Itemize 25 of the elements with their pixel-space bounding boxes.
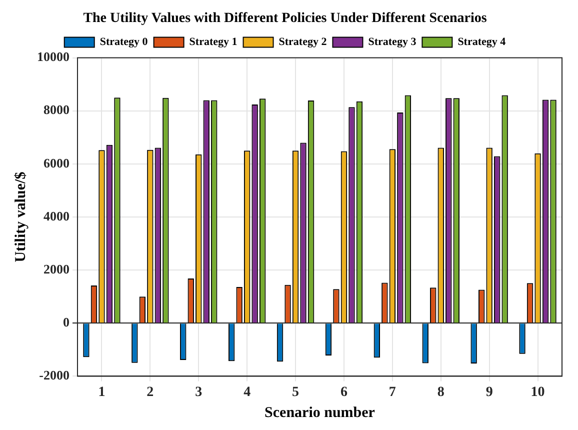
x-tick-label: 5 [292,385,300,400]
x-tick-label: 1 [98,385,106,400]
x-tick-label: 2 [146,385,154,400]
y-tick-label: 6000 [44,155,70,170]
legend-label: Strategy 2 [278,36,328,48]
x-tick-label: 3 [195,385,202,400]
legend-label: Strategy 3 [368,36,417,48]
x-tick-label: 4 [244,385,251,400]
y-tick-label: 4000 [44,208,70,224]
legend-label: Strategy 1 [189,36,238,48]
y-tick-label: 0 [63,314,70,330]
legend-label: Strategy 4 [458,36,506,48]
legend-label: Strategy 0 [100,36,148,48]
x-axis-title: Scenario number [264,404,376,421]
y-tick-label: 2000 [44,261,70,276]
x-tick-label: 8 [437,385,444,400]
x-tick-label: 9 [486,385,493,400]
chart-title: The Utility Values with Different Policies Under Different Scenarios [83,11,488,26]
x-tick-label: 6 [340,385,348,400]
y-tick-label: 8000 [44,102,70,118]
y-tick-label: -2000 [39,368,70,383]
y-tick-label: 10000 [37,49,70,64]
x-tick-label: 7 [388,385,396,400]
y-axis-title: Utility value/$ [12,171,29,262]
x-tick-label: 10 [530,385,545,400]
